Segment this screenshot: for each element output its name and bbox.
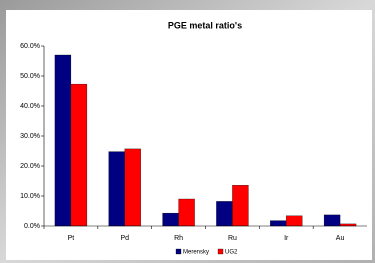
x-tick-label: Ru (228, 235, 237, 242)
bar (163, 213, 179, 226)
bar (232, 185, 248, 226)
bar (216, 201, 232, 226)
bar (71, 84, 87, 226)
bar (270, 221, 286, 226)
x-tick-label: Pt (68, 235, 75, 242)
y-tick-label: 50.0% (20, 73, 40, 80)
bar (286, 216, 302, 226)
page: PGE metal ratio's 0.0% 10.0% 20.0% 30.0% 40.… (0, 0, 375, 263)
y-tick-label: 40.0% (20, 103, 40, 110)
x-tick-label: Au (336, 235, 345, 242)
bar (109, 152, 125, 226)
legend-swatch (218, 249, 223, 254)
bar (55, 55, 71, 226)
chart-title: PGE metal ratio's (168, 20, 242, 30)
y-tick-label: 30.0% (20, 133, 40, 140)
bar (340, 224, 356, 226)
x-tick-label: Ir (284, 235, 289, 242)
x-tick-label: Rh (174, 235, 183, 242)
legend-label: UG2 (225, 250, 238, 256)
legend-label: Merensky (183, 250, 209, 256)
x-tick-label: Pd (120, 235, 129, 242)
chart: PGE metal ratio's 0.0% 10.0% 20.0% 30.0% 40.… (0, 0, 375, 263)
bar (324, 215, 340, 226)
y-tick-label: 10.0% (20, 193, 40, 200)
bar (125, 149, 141, 226)
bar (179, 199, 195, 226)
y-tick-label: 0.0% (24, 223, 40, 230)
y-tick-label: 60.0% (20, 43, 40, 50)
y-tick-label: 20.0% (20, 163, 40, 170)
legend-swatch (176, 249, 181, 254)
